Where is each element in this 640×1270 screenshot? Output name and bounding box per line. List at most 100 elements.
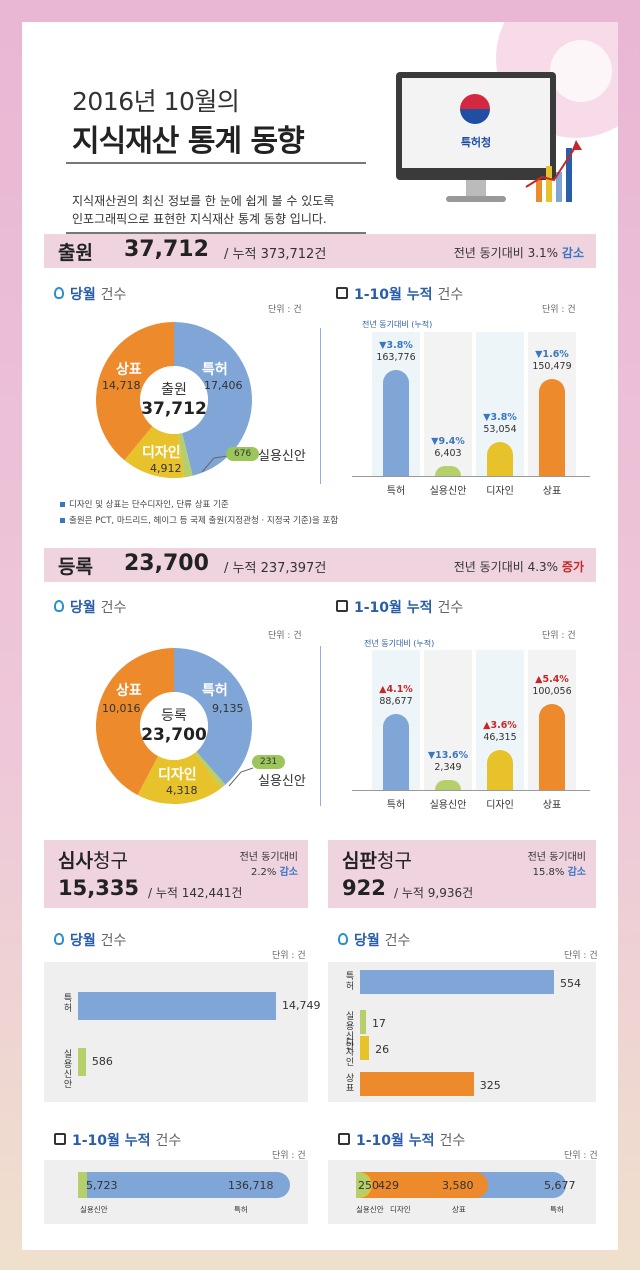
exam-monthly-bar-value-0: 14,749 <box>282 999 321 1012</box>
exam-cum-segment-1 <box>86 1172 290 1198</box>
lightbulb-icon <box>54 287 64 299</box>
app-cum-bar-category-1: 실용신안 <box>429 486 467 497</box>
trial-cum-category-3: 특허 <box>550 1205 564 1214</box>
app-donut-center-value: 37,712 <box>141 399 207 419</box>
reg-monthly-unit: 단위 : 건 <box>268 631 302 641</box>
monitor-base <box>446 196 506 202</box>
trial-monthly-bar-3 <box>360 1072 474 1096</box>
exam-monthly-panel <box>44 962 308 1102</box>
app-cum-bar-yoy-2: ▼3.8% <box>483 411 517 423</box>
app-donut-hole <box>140 366 208 434</box>
trial-monthly-bar-0 <box>360 970 554 994</box>
exam-cum-category-0: 실용신안 <box>80 1205 108 1214</box>
app-cum-bar-category-2: 디자인 <box>486 486 514 497</box>
app-cum-bar-3 <box>539 378 565 476</box>
application-cumulative: / 누적 373,712건 <box>224 247 327 262</box>
lightbulb-icon <box>54 600 64 612</box>
app-utility-pill: 676 <box>226 447 260 461</box>
reg-utility-pill: 231 <box>252 755 286 769</box>
examination-box: 심사청구 15,335 / 누적 142,441건 전년 동기대비 2.2% 감… <box>44 840 308 908</box>
reg-utility-label: 실용신안 <box>258 774 306 789</box>
title-line1: 2016년 10월의 <box>72 87 240 116</box>
trial-monthly-bar-value-0: 554 <box>560 977 581 990</box>
app-monthly-donut <box>96 322 252 478</box>
app-cum-bar-yoy-1: ▼9.4% <box>431 436 465 447</box>
reg-cum-bar-yoy-3: ▲5.4% <box>535 674 569 685</box>
trial-cum-category-2: 상표 <box>452 1205 466 1214</box>
reg-donut-center-label: 등록 <box>161 708 187 724</box>
reg-slice-label-design: 디자인 <box>158 767 197 783</box>
app-note-2: 출원은 PCT, 마드리드, 헤이그 등 국제 출원(지정관청 · 지정국 기준… <box>60 514 338 526</box>
title-line2: 지식재산 통계 동향 <box>72 124 305 159</box>
app-cum-unit: 단위 : 건 <box>542 305 576 315</box>
reg-cum-column-bg <box>424 650 472 790</box>
app-cum-bar-value-0: 163,776 <box>376 352 416 363</box>
reg-cum-title: 1-10월 누적 건수 <box>354 600 464 616</box>
trial-cum-segment-0 <box>356 1172 370 1198</box>
reg-cum-bar-value-1: 2,349 <box>434 762 462 773</box>
reg-donut-slice-2 <box>137 752 222 804</box>
trial-monthly-title: 당월 건수 <box>354 933 411 949</box>
reg-utility-leader <box>228 767 254 787</box>
mini-bar-icon <box>566 148 572 202</box>
reg-cum-yoy-caption: 전년 동기대비 (누적) <box>364 639 435 648</box>
reg-cum-unit: 단위 : 건 <box>542 631 576 641</box>
reg-cum-bar-category-2: 디자인 <box>486 800 514 811</box>
app-cum-bar-1 <box>435 466 461 476</box>
reg-donut-slice-3 <box>96 648 174 795</box>
reg-divider <box>320 646 321 806</box>
app-cum-bar-2 <box>487 441 513 476</box>
monitor-screen: 특허청 <box>396 72 556 180</box>
trial-monthly-unit: 단위 : 건 <box>564 951 598 961</box>
app-slice-label-trademark: 상표 <box>116 362 142 378</box>
app-cum-bar-yoy-0: ▼3.8% <box>379 340 413 351</box>
app-slice-value-trademark: 14,718 <box>102 379 141 392</box>
rising-arrow-icon <box>525 140 582 188</box>
trial-count: 922 <box>342 876 386 900</box>
examination-cumulative: / 누적 142,441건 <box>148 886 243 900</box>
magnifier-doc-icon <box>336 287 348 299</box>
description: 지식재산권의 최신 정보를 한 눈에 쉽게 볼 수 있도록 인포그래픽으로 표현… <box>72 192 334 228</box>
app-slice-value-design: 4,912 <box>150 462 182 475</box>
app-cum-column-bg <box>424 332 472 476</box>
reg-cum-bar-category-0: 특허 <box>386 800 406 811</box>
application-yoy: 전년 동기대비 3.1% 감소 <box>453 246 584 260</box>
application-banner: 출원 37,712 / 누적 373,712건 전년 동기대비 3.1% 감소 <box>44 234 596 268</box>
examination-count: 15,335 <box>58 876 140 900</box>
kipo-logo-text: 특허청 <box>460 136 492 149</box>
reg-cum-bar-yoy-1: ▼13.6% <box>427 750 469 761</box>
reg-cum-bar-1 <box>435 780 461 790</box>
reg-cum-bar-3 <box>539 704 565 790</box>
exam-cum-title: 1-10월 누적 건수 <box>72 1133 182 1149</box>
reg-donut-hole <box>140 692 208 760</box>
app-donut-slice-0 <box>174 322 252 476</box>
app-cum-bar-category-0: 특허 <box>386 486 406 497</box>
reg-slice-label-trademark: 상표 <box>116 683 142 699</box>
app-donut-center-label: 출원 <box>161 382 187 398</box>
trial-cum-category-0: 실용신안 <box>356 1205 384 1214</box>
mini-bar-icon <box>546 166 552 202</box>
app-donut-slice-2 <box>124 426 185 478</box>
registration-cumulative: / 누적 237,397건 <box>224 561 327 576</box>
app-utility-leader <box>201 455 229 473</box>
app-bar-baseline <box>352 476 590 477</box>
examination-label: 심사청구 <box>58 850 128 872</box>
trial-monthly-bar-value-3: 325 <box>479 1079 501 1092</box>
trial-monthly-bar-1 <box>360 1010 366 1034</box>
app-monthly-unit: 단위 : 건 <box>268 305 302 315</box>
app-cum-bar-value-1: 6,403 <box>434 448 462 459</box>
trial-monthly-bar-value-2: 26 <box>375 1043 390 1056</box>
app-slice-label-design: 디자인 <box>142 445 181 461</box>
app-cum-bar-0 <box>383 370 409 476</box>
trial-cumulative: / 누적 9,936건 <box>394 886 474 900</box>
trial-cum-value-1: 429 <box>378 1179 399 1192</box>
trial-cum-category-1: 디자인 <box>390 1205 411 1214</box>
reg-monthly-title: 당월 건수 <box>70 600 127 616</box>
reg-slice-value-trademark: 10,016 <box>102 702 141 715</box>
desc-line1: 지식재산권의 최신 정보를 한 눈에 쉽게 볼 수 있도록 <box>72 194 335 208</box>
reg-donut-center-value: 23,700 <box>141 725 207 745</box>
magnifier-doc-icon <box>336 600 348 612</box>
